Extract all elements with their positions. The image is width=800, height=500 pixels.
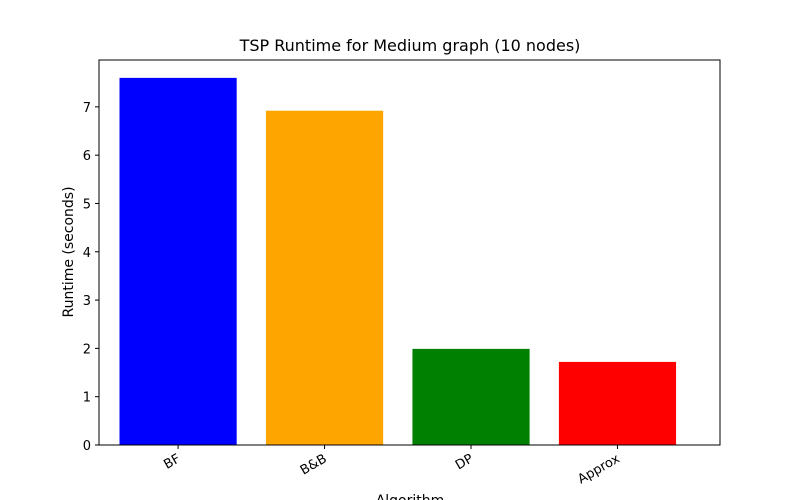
bar [558, 361, 677, 445]
y-tick-label: 4 [83, 246, 91, 261]
x-axis-label: Algorithm [376, 493, 445, 500]
bar [412, 348, 530, 445]
bar [119, 77, 237, 445]
bar [265, 110, 384, 445]
plot-frame [98, 59, 721, 446]
x-tick-label: DP [453, 451, 476, 473]
x-tick-label: Approx [575, 451, 622, 487]
y-tick-label: 1 [83, 391, 91, 406]
x-tick-label: B&B [298, 451, 330, 478]
y-tick-label: 2 [83, 342, 91, 357]
y-tick-label: 3 [83, 294, 91, 309]
x-tick-label: BF [161, 451, 183, 472]
y-tick-label: 0 [83, 439, 91, 454]
y-tick-label: 5 [83, 197, 91, 212]
y-tick-label: 6 [83, 149, 91, 164]
y-tick-label: 7 [83, 101, 91, 116]
y-axis-label: Runtime (seconds) [61, 186, 77, 317]
chart-title: TSP Runtime for Medium graph (10 nodes) [239, 36, 581, 55]
